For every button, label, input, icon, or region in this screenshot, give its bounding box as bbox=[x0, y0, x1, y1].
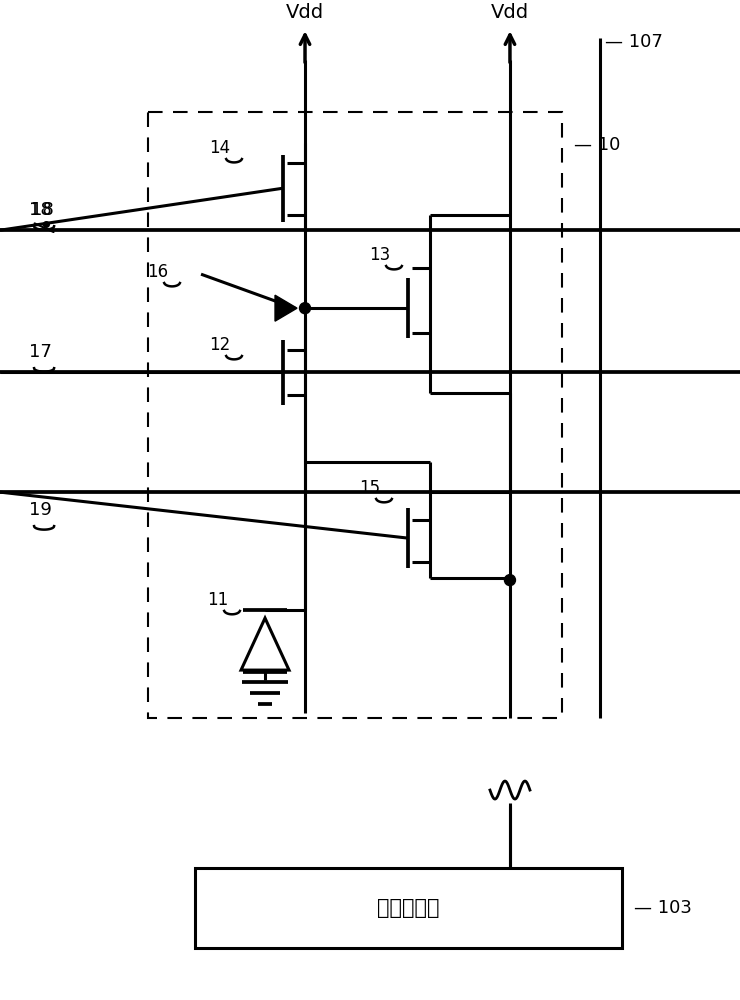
Text: 18: 18 bbox=[29, 201, 52, 219]
Bar bbox=[195, 868, 622, 948]
Text: 13: 13 bbox=[369, 246, 390, 264]
Text: •: • bbox=[38, 215, 53, 239]
Circle shape bbox=[300, 303, 311, 314]
Text: 列处理单元: 列处理单元 bbox=[377, 898, 440, 918]
Circle shape bbox=[505, 575, 516, 586]
Text: 12: 12 bbox=[209, 336, 230, 354]
Text: — 10: — 10 bbox=[574, 136, 620, 154]
Text: Vdd: Vdd bbox=[286, 3, 324, 22]
Text: 15: 15 bbox=[359, 479, 380, 497]
Text: 11: 11 bbox=[206, 591, 228, 609]
Text: 17: 17 bbox=[29, 343, 52, 361]
Text: 19: 19 bbox=[29, 501, 52, 519]
Text: 14: 14 bbox=[209, 139, 230, 157]
Text: 16: 16 bbox=[147, 263, 168, 281]
Text: Vdd: Vdd bbox=[491, 3, 529, 22]
Text: — 107: — 107 bbox=[605, 33, 663, 51]
Text: 18: 18 bbox=[31, 201, 53, 219]
Text: — 103: — 103 bbox=[634, 899, 692, 917]
Polygon shape bbox=[275, 295, 297, 321]
